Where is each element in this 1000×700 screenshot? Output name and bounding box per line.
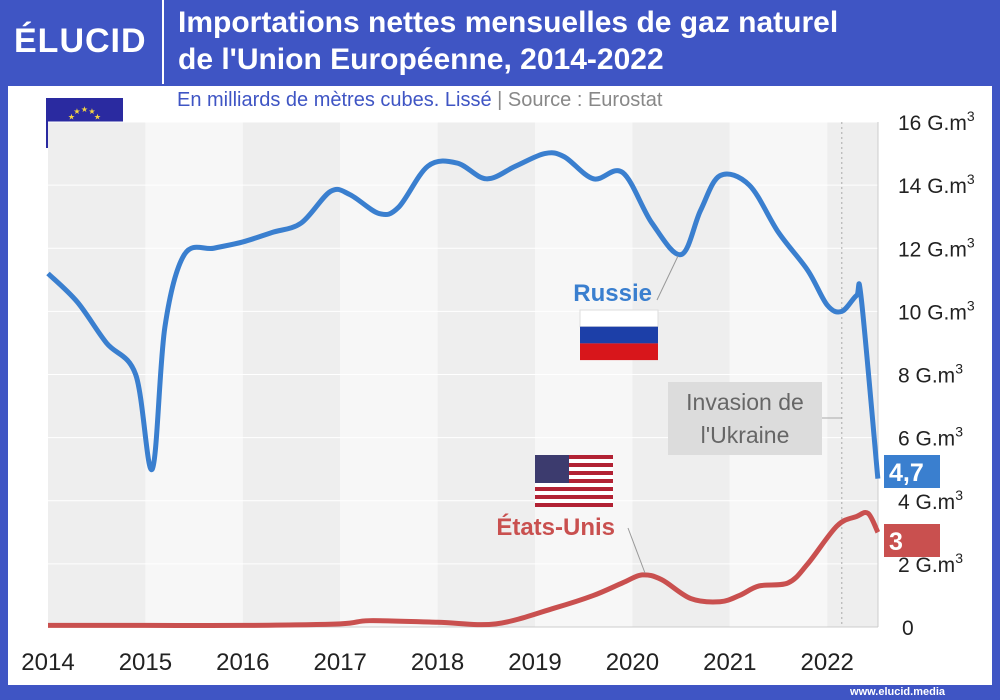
flag-stripe: [535, 491, 613, 495]
y-tick-label: 8 G.m3: [898, 361, 963, 388]
flag-canton: [535, 455, 569, 483]
y-tick-label: 14 G.m3: [898, 171, 975, 198]
series-line-russia: [46, 150, 881, 479]
x-tick-label: 2016: [216, 649, 269, 676]
flag-stripe: [580, 326, 658, 344]
svg-text:★: ★: [88, 107, 95, 116]
series-label-russia: Russie: [573, 280, 652, 307]
flag-stripe: [535, 455, 613, 459]
flag-stripe: [535, 503, 613, 507]
usa-leader: [627, 527, 646, 574]
x-tick-label: 2014: [21, 649, 74, 676]
subtitle-text: En milliards de mètres cubes. Lissé: [177, 89, 492, 111]
y-tick-superscript: 3: [967, 171, 975, 187]
y-tick-label: 10 G.m3: [898, 297, 975, 324]
flag-stripe: [535, 463, 613, 467]
header-separator: [162, 0, 164, 84]
end-value-label: 4,7: [889, 459, 924, 487]
chart-subtitle: En milliards de mètres cubes. Lissé | So…: [177, 89, 662, 112]
end-value-box: [884, 524, 940, 557]
source-text: Source : Eurostat: [507, 89, 663, 111]
svg-text:★: ★: [68, 113, 75, 122]
flag-stripe: [535, 467, 613, 471]
annotation-line-2: l'Ukraine: [701, 422, 790, 448]
y-tick-superscript: 3: [967, 297, 975, 313]
x-tick-label: 2021: [703, 649, 756, 676]
flag-stripe: [535, 471, 613, 475]
y-tick-superscript: 3: [955, 487, 963, 503]
flag-stripe: [580, 343, 658, 361]
svg-text:★: ★: [73, 107, 80, 116]
x-tick-label: 2018: [411, 649, 464, 676]
end-value-label: 3: [889, 528, 903, 556]
title-line-2: de l'Union Européenne, 2014-2022: [178, 43, 664, 76]
x-tick-label: 2019: [508, 649, 561, 676]
russia-flag-icon: [579, 309, 659, 361]
y-tick-label: 0: [902, 617, 914, 640]
title-line-1: Importations nettes mensuelles de gaz na…: [178, 6, 839, 39]
end-value-box: [884, 455, 940, 488]
x-tick-label: 2020: [606, 649, 659, 676]
y-tick-label: 4 G.m3: [898, 487, 963, 514]
svg-text:★: ★: [81, 105, 88, 114]
y-tick-superscript: 3: [967, 234, 975, 250]
x-tick-label: 2022: [801, 649, 854, 676]
y-tick-superscript: 3: [955, 361, 963, 377]
flag-stripe: [535, 459, 613, 463]
subtitle-separator: |: [497, 89, 503, 111]
x-tick-label: 2017: [314, 649, 367, 676]
flag-stripe: [535, 499, 613, 503]
y-tick-label: 16 G.m3: [898, 108, 975, 135]
usa-flag-icon: [535, 455, 613, 507]
footer-url[interactable]: www.elucid.media: [850, 686, 945, 698]
y-tick-label: 6 G.m3: [898, 424, 963, 451]
series-line-usa: [48, 509, 881, 629]
flag-stripe: [579, 309, 659, 328]
elucid-logo: ÉLUCID: [14, 22, 147, 60]
flag-stripe: [535, 495, 613, 499]
chart-title: Importations nettes mensuelles de gaz na…: [178, 4, 838, 78]
flag-stripe: [535, 487, 613, 491]
annotation-box: [668, 382, 822, 455]
y-tick-superscript: 3: [967, 108, 975, 124]
y-tick-superscript: 3: [955, 550, 963, 566]
y-tick-label: 12 G.m3: [898, 234, 975, 261]
svg-text:★: ★: [94, 113, 101, 122]
y-tick-superscript: 3: [955, 424, 963, 440]
flag-stripe: [535, 479, 613, 483]
annotation-line-1: Invasion de: [686, 389, 804, 415]
russia-leader: [656, 255, 679, 301]
flag-stripe: [535, 475, 613, 479]
series-label-usa: États-Unis: [496, 513, 615, 541]
x-tick-label: 2015: [119, 649, 172, 676]
flag-stripe: [535, 483, 613, 487]
